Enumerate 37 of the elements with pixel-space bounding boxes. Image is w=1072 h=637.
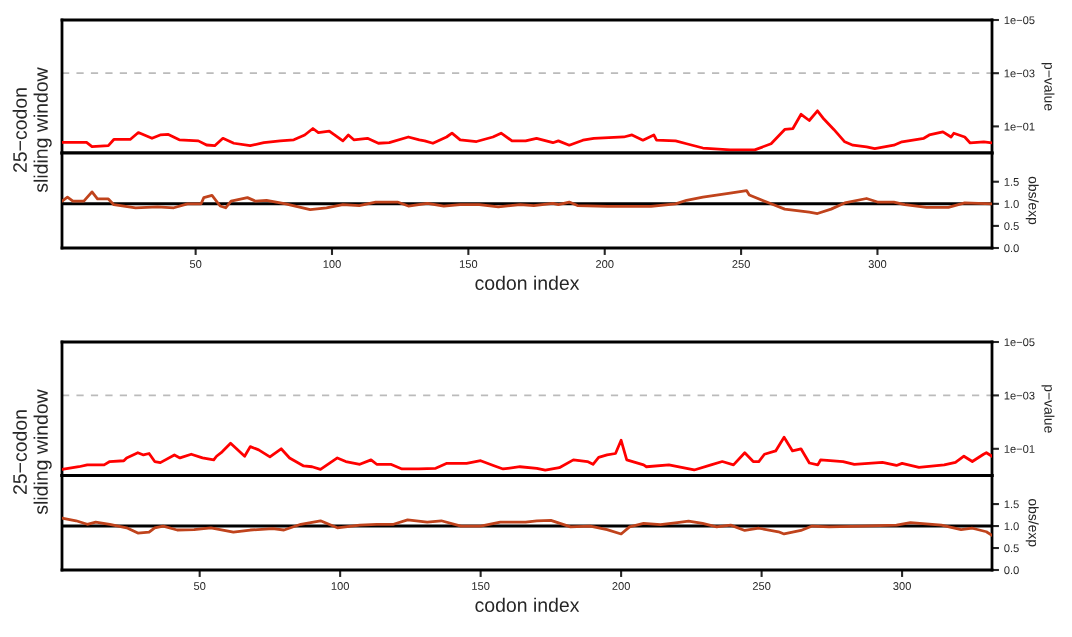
x-tick-label: 100 bbox=[331, 582, 349, 590]
line-series bbox=[62, 189, 992, 215]
x-tick-label: 150 bbox=[472, 582, 490, 590]
y-tick-label: 1e−01 bbox=[1004, 445, 1035, 453]
y-tick-label: 1e−01 bbox=[1004, 122, 1035, 131]
x-tick-label: 200 bbox=[596, 260, 614, 268]
y-tick-label: 1.0 bbox=[1004, 522, 1019, 531]
y-tick-label: 1e−05 bbox=[1004, 338, 1035, 347]
x-tick-label: 200 bbox=[612, 582, 630, 590]
x-tick-label: 50 bbox=[189, 260, 202, 268]
y-tick-label: 1e−05 bbox=[1004, 16, 1035, 25]
line-series bbox=[62, 516, 992, 537]
y-tick-label: 1.0 bbox=[1004, 200, 1019, 208]
x-axis-title: codon index bbox=[475, 597, 580, 612]
text: 25−codon sliding window bbox=[12, 67, 52, 193]
x-tick-label: 300 bbox=[868, 260, 887, 268]
text: 25−codon sliding window bbox=[12, 389, 52, 515]
y-tick-label: 1e−03 bbox=[1004, 69, 1035, 78]
y-tick-label: 0.5 bbox=[1004, 222, 1019, 231]
x-tick-label: 100 bbox=[323, 260, 341, 268]
x-tick-label: 250 bbox=[752, 582, 771, 590]
x-tick-label: 250 bbox=[732, 260, 750, 268]
y-tick-label: 0.5 bbox=[1004, 544, 1019, 553]
line-series bbox=[62, 435, 992, 472]
x-axis-title: codon index bbox=[475, 275, 580, 290]
y-tick-label: 1.5 bbox=[1004, 500, 1019, 509]
y-axis-title: obs/exp bbox=[1025, 176, 1039, 225]
y-axis-title: p−value bbox=[1041, 62, 1055, 111]
y-axis-title: p−value bbox=[1041, 385, 1055, 433]
y-tick-label: 0.0 bbox=[1004, 566, 1019, 575]
x-tick-label: 150 bbox=[459, 260, 478, 268]
x-tick-label: 300 bbox=[893, 582, 911, 590]
x-tick-label: 50 bbox=[193, 582, 206, 590]
y-axis-title: obs/exp bbox=[1025, 499, 1039, 547]
y-tick-label: 1e−03 bbox=[1004, 391, 1035, 400]
y-tick-label: 0.0 bbox=[1004, 244, 1019, 253]
y-tick-label: 1.5 bbox=[1004, 178, 1019, 186]
